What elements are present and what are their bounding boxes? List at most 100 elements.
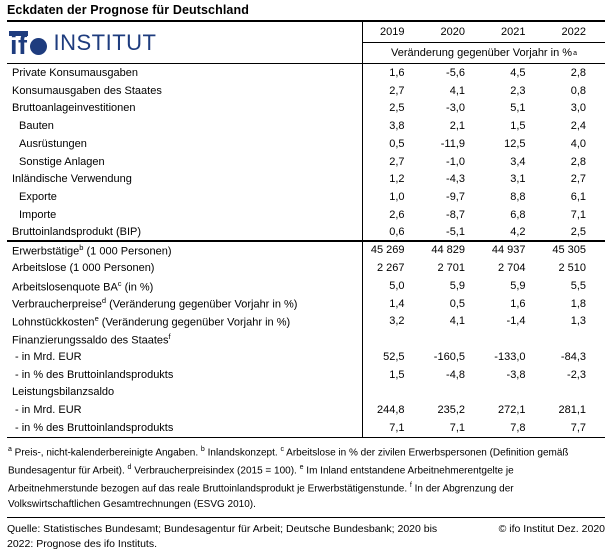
- row-label: Private Konsumausgaben: [12, 66, 138, 79]
- ifo-logo-if: if: [9, 29, 28, 60]
- unit-subheader: Veränderung gegenüber Vorjahr in % a: [363, 43, 605, 63]
- table-row: - in Mrd. EUR 244,8 235,2 272,1 281,1: [7, 401, 605, 419]
- row-values: 45 269 44 829 44 937 45 305: [362, 241, 605, 260]
- value-cell: 2 510: [558, 262, 586, 275]
- copyright-text: © ifo Institut Dez. 2020: [498, 522, 605, 535]
- value-cell: 8,8: [510, 191, 526, 204]
- row-values: 2 267 2 701 2 704 2 510: [362, 259, 605, 277]
- table-row: - in % des Bruttoinlandsprodukts 1,5 -4,8 -…: [7, 365, 605, 384]
- row-values: 1,4 0,5 1,6 1,8: [362, 294, 605, 313]
- row-values: 7,1 7,1 7,8 7,7: [362, 419, 605, 437]
- row-values: 0,6 -5,1 4,2 2,5: [362, 223, 605, 240]
- footnote-ref: b: [79, 243, 84, 253]
- table-row: Lohnstückkostene (Veränderung gegenüber …: [7, 312, 605, 331]
- value-cell: 0,8: [570, 84, 586, 97]
- value-cell: 272,1: [497, 404, 526, 417]
- row-values: 2,6 -8,7 6,8 7,1: [362, 206, 605, 224]
- source-text: Quelle: Statistisches Bundesamt; Bundesa…: [7, 522, 438, 551]
- value-cell: 244,8: [376, 404, 405, 417]
- table-row: Verbraucherpreised (Veränderung gegenübe…: [7, 294, 605, 313]
- value-cell: 2,7: [570, 173, 586, 186]
- footnote-marker: c: [280, 445, 284, 453]
- value-cell: 281,1: [558, 404, 586, 417]
- value-cell: -9,7: [446, 191, 465, 204]
- value-cell: -2,3: [567, 368, 586, 381]
- value-cell: 2,4: [570, 120, 586, 133]
- table-row: Bauten 3,8 2,1 1,5 2,4: [7, 117, 605, 135]
- value-cell: -11,9: [440, 137, 465, 150]
- row-values: 0,5 -11,9 12,5 4,0: [362, 135, 605, 153]
- value-cell: 12,5: [504, 137, 526, 150]
- row-label: Verbraucherpreised (Veränderung gegenübe…: [12, 296, 298, 311]
- value-cell: 2,5: [570, 225, 586, 238]
- value-cell: 6,1: [570, 191, 586, 204]
- footnote-marker: e: [299, 464, 304, 472]
- value-cell: 7,8: [510, 421, 526, 434]
- value-cell: 235,2: [437, 404, 465, 417]
- footnote-ref: c: [117, 278, 122, 288]
- value-cell: 1,0: [389, 191, 405, 204]
- unit-subheader-text: Veränderung gegenüber Vorjahr in %: [391, 47, 573, 59]
- value-cell: -3,8: [506, 368, 526, 381]
- table-row: Ausrüstungen 0,5 -11,9 12,5 4,0: [7, 135, 605, 153]
- table-row: Konsumausgaben des Staates 2,7 4,1 2,3 0,8: [7, 81, 605, 100]
- table-row: Leistungsbilanzsaldo: [7, 383, 605, 402]
- row-values: [362, 383, 605, 402]
- year-column-2020: 2020: [440, 26, 465, 38]
- row-values: 2,7 4,1 2,3 0,8: [362, 81, 605, 100]
- table-row: Private Konsumausgaben 1,6 -5,6 4,5 2,8: [7, 64, 605, 82]
- value-cell: -1,0: [446, 155, 465, 168]
- row-values: 52,5 -160,5 -133,0 -84,3: [362, 348, 605, 366]
- table-row: Arbeitslosenquote BAc (in %) 5,0 5,9 5,9 5,5: [7, 277, 605, 295]
- value-cell: -133,0: [494, 350, 526, 363]
- row-values: 3,2 4,1 -1,4 1,3: [362, 312, 605, 331]
- row-label: Inländische Verwendung: [12, 173, 132, 186]
- value-cell: 44 829: [431, 244, 465, 257]
- value-cell: -4,3: [446, 173, 465, 186]
- value-cell: -5,1: [446, 225, 465, 238]
- value-cell: -3,0: [446, 102, 465, 115]
- value-cell: 3,8: [389, 120, 405, 133]
- ifo-logo-institut: INSTITUT: [53, 29, 157, 55]
- footnote-marker: a: [8, 445, 12, 453]
- table-row: Bruttoanlageinvestitionen 2,5 -3,0 5,1 3,0: [7, 99, 605, 118]
- row-label: Bauten: [19, 120, 54, 133]
- row-label: - in Mrd. EUR: [15, 404, 82, 417]
- row-values: 1,5 -4,8 -3,8 -2,3: [362, 365, 605, 384]
- row-values: 1,6 -5,6 4,5 2,8: [362, 64, 605, 82]
- row-label: Importe: [19, 208, 57, 221]
- value-cell: 1,4: [389, 297, 405, 310]
- row-values: 3,8 2,1 1,5 2,4: [362, 117, 605, 135]
- value-cell: 1,3: [570, 315, 586, 328]
- value-cell: 4,5: [510, 66, 526, 79]
- table-row: Bruttoinlandsprodukt (BIP) 0,6 -5,1 4,2 2,5: [7, 223, 605, 242]
- value-cell: 5,9: [510, 279, 526, 292]
- ifo-logo-mark: if: [9, 29, 47, 60]
- value-cell: 4,2: [510, 225, 526, 238]
- footnote-marker: b: [200, 445, 205, 453]
- row-label: Arbeitslose (1 000 Personen): [12, 262, 155, 275]
- table-row: - in % des Bruttoinlandsprodukts 7,1 7,1 7,…: [7, 419, 605, 437]
- value-cell: -4,8: [446, 368, 465, 381]
- value-cell: 3,4: [510, 155, 526, 168]
- value-cell: 4,0: [570, 137, 586, 150]
- value-cell: 7,1: [449, 421, 465, 434]
- value-cell: 2,6: [389, 208, 405, 221]
- row-label: Leistungsbilanzsaldo: [12, 386, 115, 399]
- value-cell: 0,5: [389, 137, 405, 150]
- value-cell: 2,7: [389, 84, 405, 97]
- value-cell: 1,6: [389, 66, 405, 79]
- value-cell: -5,6: [446, 66, 465, 79]
- value-cell: 3,1: [510, 173, 526, 186]
- value-cell: 2 701: [437, 262, 465, 275]
- value-cell: 2,1: [449, 120, 465, 133]
- value-cell: 1,5: [389, 368, 405, 381]
- footnotes: a Preis-, nicht-kalenderbereinigte Angab…: [7, 438, 605, 518]
- footnote-marker: d: [127, 464, 132, 472]
- year-column-2022: 2022: [561, 26, 586, 38]
- value-cell: 4,1: [449, 84, 465, 97]
- value-cell: 2,8: [570, 66, 586, 79]
- table-row: Inländische Verwendung 1,2 -4,3 3,1 2,7: [7, 170, 605, 189]
- value-cell: -1,4: [506, 315, 526, 328]
- row-values: 2,5 -3,0 5,1 3,0: [362, 99, 605, 118]
